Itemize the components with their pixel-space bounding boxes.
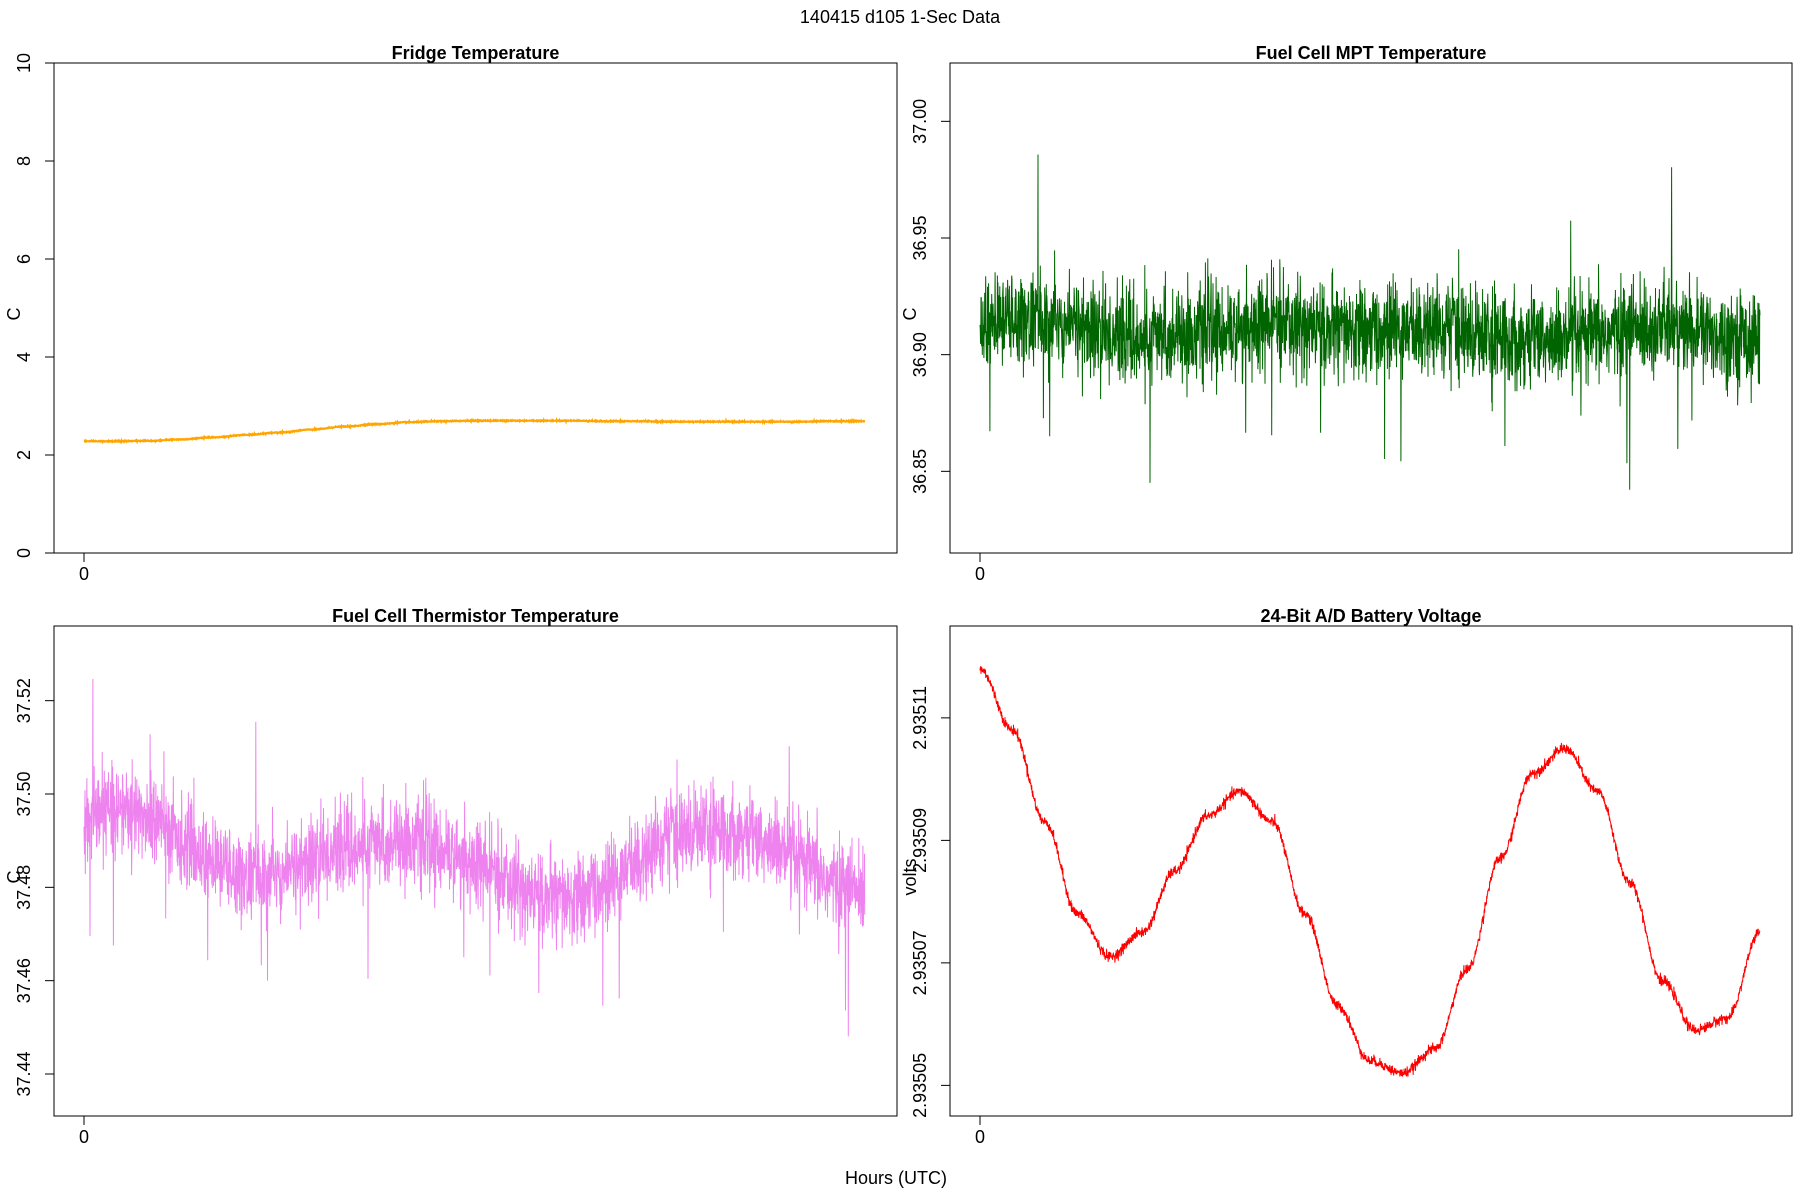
y-axis-label: C xyxy=(4,871,24,884)
plot-frame xyxy=(53,625,898,1117)
y-tick-label: 2.93511 xyxy=(910,686,930,750)
figure-title: 140415 d105 1-Sec Data xyxy=(800,7,1001,27)
y-tick-label: 8 xyxy=(14,156,34,166)
y-tick-label: 37.48 xyxy=(14,865,34,910)
x-tick-label: 0 xyxy=(975,564,985,584)
y-tick-label: 37.52 xyxy=(14,678,34,723)
panel-title: Fuel Cell MPT Temperature xyxy=(1256,43,1487,63)
y-axis-label: C xyxy=(900,308,920,321)
panel-title: Fuel Cell Thermistor Temperature xyxy=(332,606,619,626)
chart-panel-2: Fuel Cell MPT Temperature C 36.85 36.90 36.9… xyxy=(900,43,1793,584)
plot-frame xyxy=(53,62,898,554)
y-tick-label: 6 xyxy=(14,254,34,264)
x-tick-label: 0 xyxy=(79,564,89,584)
x-tick-label: 0 xyxy=(79,1127,89,1147)
plot-frame xyxy=(949,625,1793,1117)
y-tick-label: 37.44 xyxy=(14,1051,34,1096)
y-tick-label: 0 xyxy=(14,548,34,558)
y-tick-label: 37.46 xyxy=(14,958,34,1003)
figure-x-axis-label: Hours (UTC) xyxy=(845,1168,947,1188)
y-axis-label: volts xyxy=(900,858,920,895)
chart-panel-3: Fuel Cell Thermistor Temperature C 37.44 37… xyxy=(4,606,898,1147)
y-tick-label: 36.95 xyxy=(910,215,930,260)
panel-title: Fridge Temperature xyxy=(392,43,560,63)
y-tick-label: 2.93509 xyxy=(910,808,930,873)
y-tick-label: 4 xyxy=(14,352,34,362)
series-line xyxy=(979,665,1761,1078)
series-line xyxy=(83,416,866,445)
series-line xyxy=(979,154,1761,490)
series-line xyxy=(83,678,866,1037)
y-tick-label: 2.93507 xyxy=(910,930,930,995)
y-tick-label: 10 xyxy=(14,53,34,73)
chart-panel-1: Fridge Temperature C 0 2 4 6 8 10 0 xyxy=(4,43,898,584)
y-tick-label: 36.85 xyxy=(910,449,930,494)
y-tick-label: 2.93505 xyxy=(910,1053,930,1118)
y-tick-label: 37.00 xyxy=(910,99,930,144)
x-tick-label: 0 xyxy=(975,1127,985,1147)
plot-frame xyxy=(949,62,1793,554)
chart-panel-4: 24-Bit A/D Battery Voltage volts 2.93505 2.… xyxy=(900,606,1793,1147)
panel-title: 24-Bit A/D Battery Voltage xyxy=(1260,606,1481,626)
y-tick-label: 2 xyxy=(14,450,34,460)
y-tick-label: 36.90 xyxy=(910,332,930,377)
y-axis-label: C xyxy=(4,308,24,321)
y-tick-label: 37.50 xyxy=(14,771,34,816)
